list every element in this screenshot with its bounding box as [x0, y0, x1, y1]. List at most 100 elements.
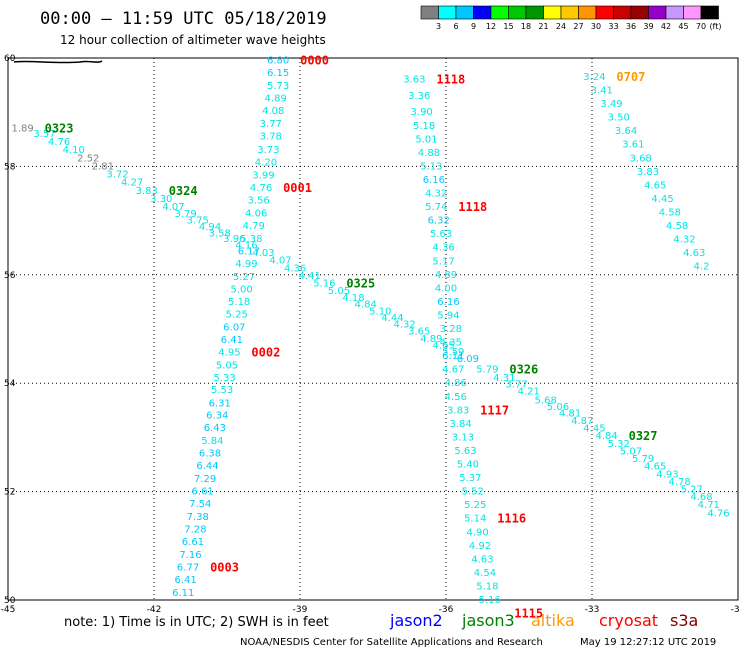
pass-time-label: 1117	[480, 403, 509, 417]
swh-value: 4.84	[355, 300, 377, 311]
swh-value: 5.05	[216, 360, 238, 371]
swh-value: 5.52	[462, 487, 484, 498]
legend-label: 6	[453, 22, 458, 31]
x-tick-label: -39	[293, 605, 308, 615]
pass-time-label: 0000	[300, 54, 329, 68]
swh-value: 4.07	[162, 202, 184, 213]
swh-value: 4.18	[342, 293, 364, 304]
track-0002: 4.95 5.05 5.335.53 6.31 6.346.43 5.84 6.386.44…	[179, 345, 280, 561]
satellite-label-jason3: jason3	[461, 611, 515, 630]
swh-value: 4.88	[418, 148, 440, 159]
x-tick-label: -42	[147, 605, 162, 615]
swh-value: 4.41	[299, 271, 321, 282]
swh-value: 3.56	[248, 196, 270, 207]
swh-value: 4.86	[445, 378, 467, 389]
swh-value: 5.17	[432, 256, 454, 267]
swh-value: 4.54	[474, 568, 496, 579]
swh-value: 4.78	[668, 477, 690, 488]
track-0323: 1.89 3.574.764.102.522.813.724.27 0323	[11, 121, 143, 188]
swh-value: 5.14	[464, 514, 486, 525]
legend-unit: (ft)	[709, 22, 721, 31]
swh-value: 5.06	[547, 402, 569, 413]
legend-swatch	[665, 5, 684, 20]
swh-value: 3.77	[505, 379, 527, 390]
swh-value: 7.29	[194, 474, 216, 485]
swh-value: 5.05	[328, 286, 350, 297]
swh-value: 5.38	[240, 234, 262, 245]
swh-value: 5.25	[464, 500, 486, 511]
swh-value: 5.53	[211, 385, 233, 396]
swh-value: 4.56	[445, 392, 467, 403]
swh-value: 3.68	[630, 153, 652, 164]
legend-label: 9	[471, 22, 476, 31]
chart-subtitle: 12 hour collection of altimeter wave hei…	[60, 33, 326, 47]
legend-label: 3	[436, 22, 441, 31]
swh-value: 4.08	[262, 106, 284, 117]
swh-value: 6.16	[423, 175, 445, 186]
swh-value: 3.84	[449, 419, 471, 430]
track-layer: 1.89 3.574.764.102.522.813.724.2703233.83…	[11, 54, 729, 621]
swh-value: 4.89	[435, 270, 457, 281]
swh-value: 4.65	[432, 340, 454, 351]
track-0003: 6.77 6.41 6.11 0003	[172, 560, 239, 598]
swh-value: 6.15	[267, 68, 289, 79]
swh-value: 4.67	[442, 365, 464, 376]
swh-value: 4.71	[698, 500, 720, 511]
legend-label: 45	[678, 22, 688, 31]
swh-value: 6.38	[199, 449, 221, 460]
legend-label: 18	[521, 22, 531, 31]
swh-value: 4.35	[440, 338, 462, 349]
pass-time-label: 0325	[346, 276, 375, 290]
x-tick-label: -33	[585, 605, 600, 615]
swh-value: 6.43	[204, 423, 226, 434]
swh-value: 4.58	[659, 207, 681, 218]
y-tick-label: 50	[4, 596, 16, 606]
x-axis-ticks: -45 -42 -39 -36 -33 -30	[1, 605, 740, 615]
swh-value: 5.68	[535, 396, 557, 407]
swh-value: 5.94	[437, 310, 459, 321]
x-tick-label: -45	[1, 605, 16, 615]
swh-value: 3.75	[187, 216, 209, 227]
pass-time-label: 0002	[251, 345, 280, 359]
legend-swatch	[613, 5, 632, 20]
swh-value: 3.96	[223, 234, 245, 245]
land-coastline	[13, 60, 103, 64]
legend-label: 39	[643, 22, 653, 31]
swh-value: 6.17	[238, 246, 260, 257]
swh-value: 6.07	[223, 322, 245, 333]
swh-value: 6.80	[267, 56, 289, 67]
grid-lines	[8, 58, 738, 600]
swh-value: 3.30	[150, 194, 172, 205]
swh-value: 4.32	[394, 320, 416, 331]
swh-value: 6.77	[177, 562, 199, 573]
pass-time-label: 1115	[514, 607, 543, 621]
swh-value: 3.64	[615, 126, 637, 137]
pass-time-label: 0326	[509, 363, 538, 377]
legend-swatch	[420, 5, 439, 20]
legend-swatch	[490, 5, 509, 20]
swh-value: 3.57	[33, 129, 55, 140]
swh-value: 4.76	[707, 508, 729, 519]
legend-swatch	[595, 5, 614, 20]
pass-time-label: 0707	[616, 70, 645, 84]
swh-value: 6.34	[206, 411, 228, 422]
swh-value: 5.79	[632, 454, 654, 465]
swh-value: 4.45	[651, 194, 673, 205]
swh-value: 4.79	[243, 221, 265, 232]
swh-value: 5.10	[369, 307, 391, 318]
y-tick-label: 58	[4, 162, 16, 172]
footer-note: note: 1) Time is in UTC; 2) SWH is in fe…	[64, 615, 329, 630]
legend-swatch	[525, 5, 544, 20]
swh-value: 5.07	[620, 446, 642, 457]
swh-value: 6.41	[221, 335, 243, 346]
swh-value: 2.81	[92, 161, 114, 172]
swh-value: 5.00	[230, 284, 252, 295]
swh-value: 4.95	[218, 347, 240, 358]
swh-value: 3.73	[257, 145, 279, 156]
swh-value: 4.20	[255, 158, 277, 169]
plot-frame	[7, 57, 739, 601]
swh-value: 5.84	[201, 436, 223, 447]
track-1115: 1115	[514, 607, 543, 621]
legend-label: 70	[696, 22, 706, 31]
